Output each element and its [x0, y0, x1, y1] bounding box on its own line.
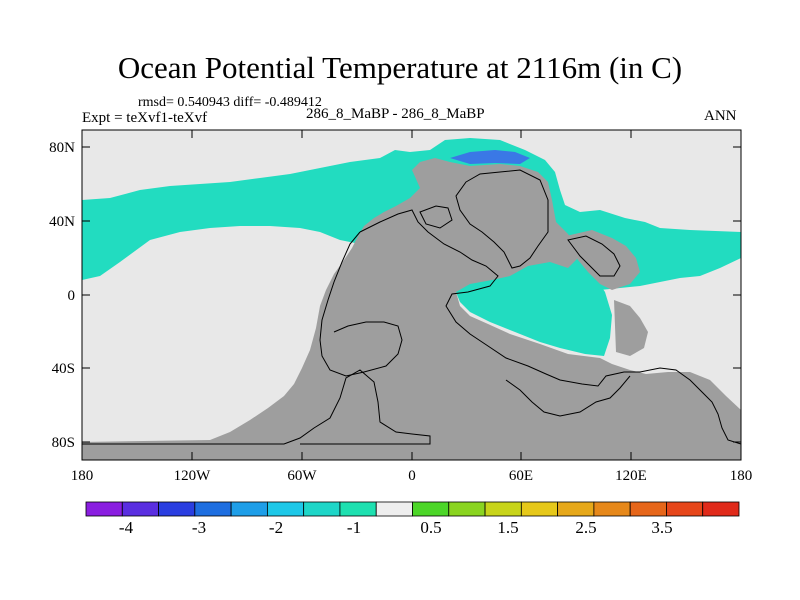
colorbar-label: 3.5	[651, 518, 672, 537]
colorbar-box	[593, 501, 631, 517]
tick-marks	[81, 130, 742, 460]
blue-anomaly-north	[450, 150, 530, 164]
colorbar-box	[375, 501, 413, 517]
lon-label-60w: 60W	[287, 468, 317, 484]
plot-title: Ocean Potential Temperature at 2116m (in…	[117, 50, 683, 85]
land-masses	[82, 158, 741, 460]
coastlines	[82, 169, 741, 445]
colorbar-box	[448, 501, 486, 517]
colorbar-label: -2	[269, 518, 283, 537]
colorbar-label: -4	[119, 518, 134, 537]
colorbar-labels: -4 -3 -2 -1 0.5 1.5 2.5 3.5	[119, 518, 673, 537]
colorbar-box	[230, 501, 268, 517]
colorbar-box	[702, 501, 740, 517]
colorbar-box	[484, 501, 522, 517]
lon-label-0: 0	[408, 468, 416, 484]
colorbar-box	[85, 501, 123, 517]
lat-label-80s: 80S	[52, 435, 75, 451]
lat-label-80n: 80N	[49, 140, 75, 156]
lon-label-180e: 180	[730, 468, 753, 484]
colorbar-box	[557, 501, 595, 517]
colorbar-label: 0.5	[420, 518, 441, 537]
colorbar	[85, 501, 740, 517]
colorbar-box	[158, 501, 196, 517]
lat-label-40n: 40N	[49, 214, 75, 230]
colorbar-label: -1	[347, 518, 361, 537]
lat-label-0: 0	[68, 288, 76, 304]
stats-label: rmsd= 0.540943 diff= -0.489412	[138, 95, 322, 110]
colorbar-box	[666, 501, 704, 517]
lon-label-60e: 60E	[509, 468, 533, 484]
colorbar-box	[339, 501, 377, 517]
colorbar-box	[121, 501, 159, 517]
colorbar-box	[303, 501, 341, 517]
colorbar-label: 1.5	[497, 518, 518, 537]
lon-labels: 180 120W 60W 0 60E 120E 180	[71, 468, 753, 484]
lon-label-180w: 180	[71, 468, 94, 484]
case-label: 286_8_MaBP - 286_8_MaBP	[306, 106, 485, 122]
lat-labels: 80N 40N 0 40S 80S	[49, 140, 75, 451]
colorbar-box	[412, 501, 450, 517]
colorbar-label: 2.5	[575, 518, 596, 537]
colorbar-box	[629, 501, 667, 517]
colorbar-box	[194, 501, 232, 517]
experiment-label: Expt = teXvf1-teXvf	[82, 110, 208, 126]
lon-label-120e: 120E	[615, 468, 647, 484]
colorbar-box	[266, 501, 305, 517]
colorbar-box	[520, 501, 559, 517]
colorbar-label: -3	[192, 518, 206, 537]
season-label: ANN	[704, 108, 737, 124]
lon-label-120w: 120W	[174, 468, 212, 484]
lat-label-40s: 40S	[52, 361, 75, 377]
